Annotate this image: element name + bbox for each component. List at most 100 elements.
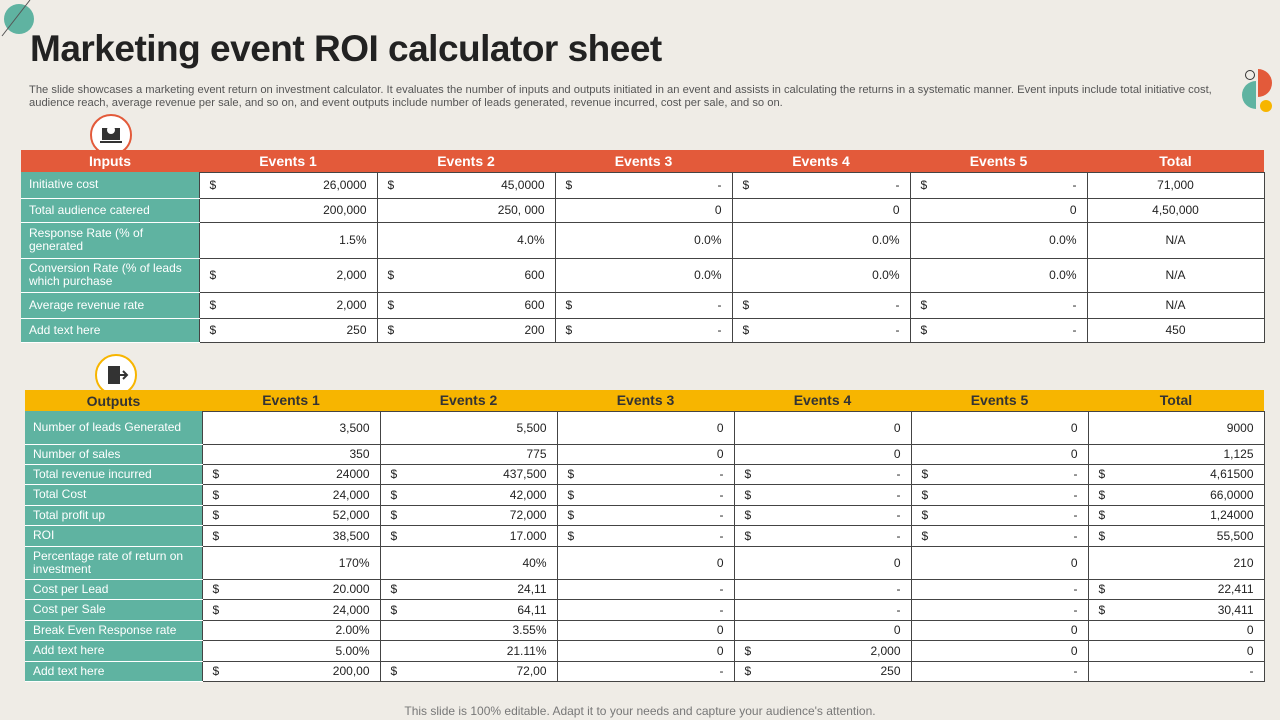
row-label: Average revenue rate xyxy=(21,292,199,319)
amount: 2,000 xyxy=(870,643,901,658)
currency: $ xyxy=(742,178,750,192)
cell: $72,000 xyxy=(379,504,558,526)
cell: 0 xyxy=(910,639,1089,662)
currency: $ xyxy=(920,323,928,337)
table-row: Initiative cost $26,0000 $45,0000 $ - $ - $ -71,… xyxy=(21,171,1265,199)
column-header: Events 1 xyxy=(202,390,380,411)
cell: $ - xyxy=(909,171,1088,199)
cell: - xyxy=(733,598,912,621)
table-row: Response Rate (% of generated 1.5% 4.0% 0.0… xyxy=(21,221,1265,259)
cell: 0 xyxy=(910,410,1089,445)
cell: 0 xyxy=(909,197,1088,223)
row-label: Total profit up xyxy=(25,505,202,526)
amount: - xyxy=(895,323,900,337)
currency: $ xyxy=(390,528,398,543)
amount: - xyxy=(1073,528,1078,543)
currency: $ xyxy=(744,528,752,543)
cell: - xyxy=(556,598,735,621)
row-label: Response Rate (% of generated xyxy=(21,222,199,259)
cell: 2.00% xyxy=(201,619,381,641)
cell: $2,000 xyxy=(198,257,378,293)
currency: $ xyxy=(209,178,217,192)
cell: 0 xyxy=(733,410,912,445)
currency: $ xyxy=(1098,508,1106,522)
cell: $1,24000 xyxy=(1087,504,1265,526)
table-row: Conversion Rate (% of leads which purcha… xyxy=(21,257,1265,293)
amount: 64,11 xyxy=(517,602,547,617)
cell: 5,500 xyxy=(379,410,558,445)
amount: - xyxy=(896,467,901,481)
cell: $26,0000 xyxy=(198,171,378,199)
currency: $ xyxy=(387,298,395,312)
currency: $ xyxy=(921,487,929,502)
currency: $ xyxy=(387,268,395,282)
column-header: Events 3 xyxy=(555,150,732,172)
cell: $17.000 xyxy=(379,524,558,547)
currency: $ xyxy=(1098,582,1106,596)
currency: $ xyxy=(1098,602,1106,617)
cell: $20.000 xyxy=(201,578,381,600)
cell: $24,000 xyxy=(201,483,381,506)
column-header: Events 1 xyxy=(199,150,377,172)
cell: $72,00 xyxy=(379,660,558,682)
currency: $ xyxy=(1098,528,1106,543)
cell: $ - xyxy=(554,291,733,319)
cell: 250, 000 xyxy=(376,197,556,223)
cell: $66,0000 xyxy=(1087,483,1265,506)
amount: - xyxy=(1072,298,1077,312)
currency: $ xyxy=(567,487,575,502)
column-header: Events 5 xyxy=(911,390,1088,411)
row-label: Cost per Sale xyxy=(25,599,202,621)
cell: $22,411 xyxy=(1087,578,1265,600)
amount: 42,000 xyxy=(509,487,547,502)
amount: - xyxy=(717,178,722,192)
amount: - xyxy=(719,508,724,522)
currency: $ xyxy=(565,323,573,337)
currency: $ xyxy=(921,528,929,543)
cell: 0.0% xyxy=(731,221,911,259)
cell: - xyxy=(556,660,735,682)
inputs-icon xyxy=(90,114,132,156)
table-row: Break Even Response rate 2.00% 3.55% 0 0 0 0 xyxy=(25,619,1265,641)
currency: $ xyxy=(567,508,575,522)
cell: 170% xyxy=(201,545,381,580)
cell: 0 xyxy=(1087,639,1265,662)
cell: 21.11% xyxy=(379,639,558,662)
cell: $64,11 xyxy=(379,598,558,621)
amount: 24,000 xyxy=(332,487,370,502)
amount: - xyxy=(1072,178,1077,192)
cell: $24000 xyxy=(201,463,381,485)
currency: $ xyxy=(567,528,575,543)
cell: $200,00 xyxy=(201,660,381,682)
amount: 38,500 xyxy=(332,528,370,543)
amount: - xyxy=(896,487,901,502)
amount: 24,11 xyxy=(517,582,547,596)
currency: $ xyxy=(744,467,752,481)
amount: - xyxy=(1073,508,1078,522)
cell: $24,000 xyxy=(201,598,381,621)
cell: 0 xyxy=(556,619,735,641)
cell: - xyxy=(556,578,735,600)
currency: $ xyxy=(742,323,750,337)
amount: - xyxy=(717,323,722,337)
cell: $2,000 xyxy=(733,639,912,662)
currency: $ xyxy=(921,508,929,522)
cell: $437,500 xyxy=(379,463,558,485)
currency: $ xyxy=(921,467,929,481)
table-row: Number of sales 350 775 0 0 0 1,125 xyxy=(25,443,1265,465)
inputs-table: Inputs Events 1 Events 2 Events 3 Events 4 Ev… xyxy=(21,150,1265,343)
table-row: Add text here $200,00 $72,00- $250- - xyxy=(25,660,1265,682)
cell: 4,50,000 xyxy=(1086,197,1265,223)
column-header: Events 5 xyxy=(910,150,1087,172)
cell: N/A xyxy=(1086,291,1265,319)
table-row: Cost per Lead $20.000 $24,11- - - $22,411 xyxy=(25,578,1265,600)
cell: 40% xyxy=(379,545,558,580)
amount: - xyxy=(895,298,900,312)
amount: 66,0000 xyxy=(1210,487,1254,502)
row-label: Total revenue incurred xyxy=(25,464,202,485)
row-label: Break Even Response rate xyxy=(25,620,202,641)
cell: 0 xyxy=(556,410,735,445)
currency: $ xyxy=(744,508,752,522)
